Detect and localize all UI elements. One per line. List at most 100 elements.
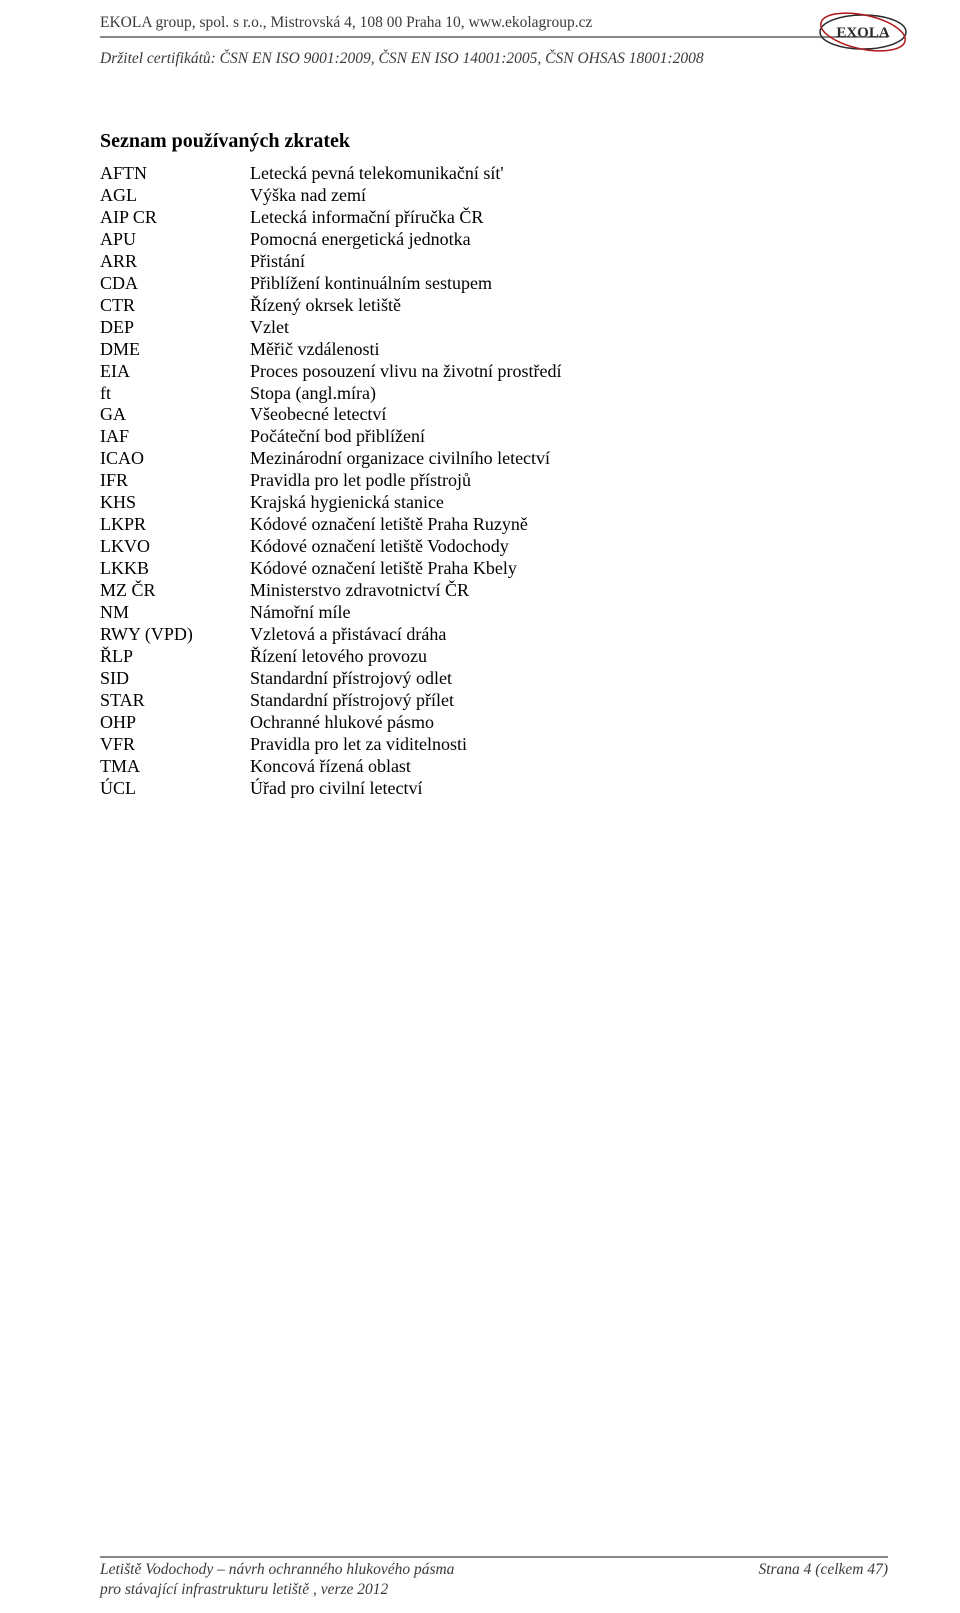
abbr-row: DMEMěřič vzdálenosti: [100, 339, 888, 361]
abbr-row: AIP CRLetecká informační příručka ČR: [100, 207, 888, 229]
abbr-key: APU: [100, 229, 250, 251]
abbr-value: Přiblížení kontinuálním sestupem: [250, 273, 888, 295]
abbr-key: AGL: [100, 185, 250, 207]
abbr-row: LKPRKódové označení letiště Praha Ruzyně: [100, 514, 888, 536]
abbr-row: IAFPočáteční bod přiblížení: [100, 426, 888, 448]
svg-text:EXOLA: EXOLA: [836, 25, 890, 41]
abbr-value: Koncová řízená oblast: [250, 756, 888, 778]
abbr-row: STARStandardní přístrojový přílet: [100, 690, 888, 712]
abbr-row: CDAPřiblížení kontinuálním sestupem: [100, 273, 888, 295]
abbr-value: Výška nad zemí: [250, 185, 888, 207]
abbr-key: ARR: [100, 251, 250, 273]
abbr-key: KHS: [100, 492, 250, 514]
abbr-row: AGLVýška nad zemí: [100, 185, 888, 207]
footer-page-number: Strana 4 (celkem 47): [758, 1561, 888, 1579]
abbr-value: Ochranné hlukové pásmo: [250, 712, 888, 734]
abbr-row: MZ ČRMinisterstvo zdravotnictví ČR: [100, 580, 888, 602]
abbr-key: DME: [100, 339, 250, 361]
abbr-key: CDA: [100, 273, 250, 295]
abbr-row: GAVšeobecné letectví: [100, 404, 888, 426]
section-title: Seznam používaných zkratek: [100, 130, 888, 153]
abbr-row: ICAOMezinárodní organizace civilního let…: [100, 448, 888, 470]
header-cert-line: Držitel certifikátů: ČSN EN ISO 9001:200…: [100, 50, 888, 68]
abbr-value: Řízený okrsek letiště: [250, 295, 888, 317]
abbr-value: Měřič vzdálenosti: [250, 339, 888, 361]
abbr-value: Všeobecné letectví: [250, 404, 888, 426]
company-logo: EXOLA: [818, 8, 908, 56]
abbr-key: ft: [100, 383, 250, 405]
abbr-row: SIDStandardní přístrojový odlet: [100, 668, 888, 690]
footer-divider: [100, 1556, 888, 1558]
abbr-key: ŘLP: [100, 646, 250, 668]
abbr-row: VFRPravidla pro let za viditelnosti: [100, 734, 888, 756]
abbr-value: Pravidla pro let za viditelnosti: [250, 734, 888, 756]
content-area: Seznam používaných zkratek AFTNLetecká p…: [100, 130, 888, 800]
abbr-row: OHPOchranné hlukové pásmo: [100, 712, 888, 734]
abbr-key: OHP: [100, 712, 250, 734]
abbr-key: IAF: [100, 426, 250, 448]
page-header: EKOLA group, spol. s r.o., Mistrovská 4,…: [100, 0, 888, 68]
abbr-value: Počáteční bod přiblížení: [250, 426, 888, 448]
abbr-value: Ministerstvo zdravotnictví ČR: [250, 580, 888, 602]
abbr-key: NM: [100, 602, 250, 624]
abbr-key: VFR: [100, 734, 250, 756]
abbr-key: AFTN: [100, 163, 250, 185]
abbr-key: CTR: [100, 295, 250, 317]
abbr-row: ftStopa (angl.míra): [100, 383, 888, 405]
abbr-key: LKPR: [100, 514, 250, 536]
abbr-row: ARRPřistání: [100, 251, 888, 273]
footer-left-line1: Letiště Vodochody – návrh ochranného hlu…: [100, 1561, 454, 1579]
abbr-value: Vzletová a přistávací dráha: [250, 624, 888, 646]
abbr-key: GA: [100, 404, 250, 426]
abbr-row: DEPVzlet: [100, 317, 888, 339]
abbr-key: RWY (VPD): [100, 624, 250, 646]
logo-icon: EXOLA: [818, 8, 908, 56]
footer-row: Letiště Vodochody – návrh ochranného hlu…: [100, 1561, 888, 1579]
abbr-key: TMA: [100, 756, 250, 778]
header-company-line: EKOLA group, spol. s r.o., Mistrovská 4,…: [100, 14, 888, 32]
abbr-value: Proces posouzení vlivu na životní prostř…: [250, 361, 888, 383]
abbr-key: MZ ČR: [100, 580, 250, 602]
abbr-value: Mezinárodní organizace civilního letectv…: [250, 448, 888, 470]
abbr-key: EIA: [100, 361, 250, 383]
abbr-key: SID: [100, 668, 250, 690]
abbr-row: CTRŘízený okrsek letiště: [100, 295, 888, 317]
abbr-row: LKKBKódové označení letiště Praha Kbely: [100, 558, 888, 580]
abbr-value: Námořní míle: [250, 602, 888, 624]
abbr-row: NMNámořní míle: [100, 602, 888, 624]
abbr-value: Úřad pro civilní letectví: [250, 778, 888, 800]
abbr-value: Řízení letového provozu: [250, 646, 888, 668]
footer-left-line2: pro stávající infrastrukturu letiště , v…: [100, 1581, 888, 1599]
abbr-key: ÚCL: [100, 778, 250, 800]
abbr-value: Standardní přístrojový odlet: [250, 668, 888, 690]
abbr-row: ŘLPŘízení letového provozu: [100, 646, 888, 668]
abbr-row: APUPomocná energetická jednotka: [100, 229, 888, 251]
abbr-key: STAR: [100, 690, 250, 712]
abbr-value: Krajská hygienická stanice: [250, 492, 888, 514]
abbreviation-list: AFTNLetecká pevná telekomunikační sít'AG…: [100, 163, 888, 800]
abbr-value: Letecká informační příručka ČR: [250, 207, 888, 229]
abbr-value: Kódové označení letiště Vodochody: [250, 536, 888, 558]
abbr-key: IFR: [100, 470, 250, 492]
abbr-row: IFRPravidla pro let podle přístrojů: [100, 470, 888, 492]
abbr-row: ÚCLÚřad pro civilní letectví: [100, 778, 888, 800]
abbr-row: LKVOKódové označení letiště Vodochody: [100, 536, 888, 558]
abbr-row: EIAProces posouzení vlivu na životní pro…: [100, 361, 888, 383]
abbr-row: RWY (VPD)Vzletová a přistávací dráha: [100, 624, 888, 646]
abbr-key: LKVO: [100, 536, 250, 558]
abbr-value: Přistání: [250, 251, 888, 273]
abbr-row: AFTNLetecká pevná telekomunikační sít': [100, 163, 888, 185]
abbr-value: Letecká pevná telekomunikační sít': [250, 163, 888, 185]
abbr-value: Kódové označení letiště Praha Ruzyně: [250, 514, 888, 536]
abbr-row: TMAKoncová řízená oblast: [100, 756, 888, 778]
abbr-value: Vzlet: [250, 317, 888, 339]
abbr-value: Pomocná energetická jednotka: [250, 229, 888, 251]
abbr-value: Pravidla pro let podle přístrojů: [250, 470, 888, 492]
abbr-value: Kódové označení letiště Praha Kbely: [250, 558, 888, 580]
abbr-key: DEP: [100, 317, 250, 339]
abbr-value: Standardní přístrojový přílet: [250, 690, 888, 712]
abbr-key: AIP CR: [100, 207, 250, 229]
abbr-row: KHSKrajská hygienická stanice: [100, 492, 888, 514]
header-divider: [100, 36, 888, 38]
page: EKOLA group, spol. s r.o., Mistrovská 4,…: [0, 0, 960, 1613]
